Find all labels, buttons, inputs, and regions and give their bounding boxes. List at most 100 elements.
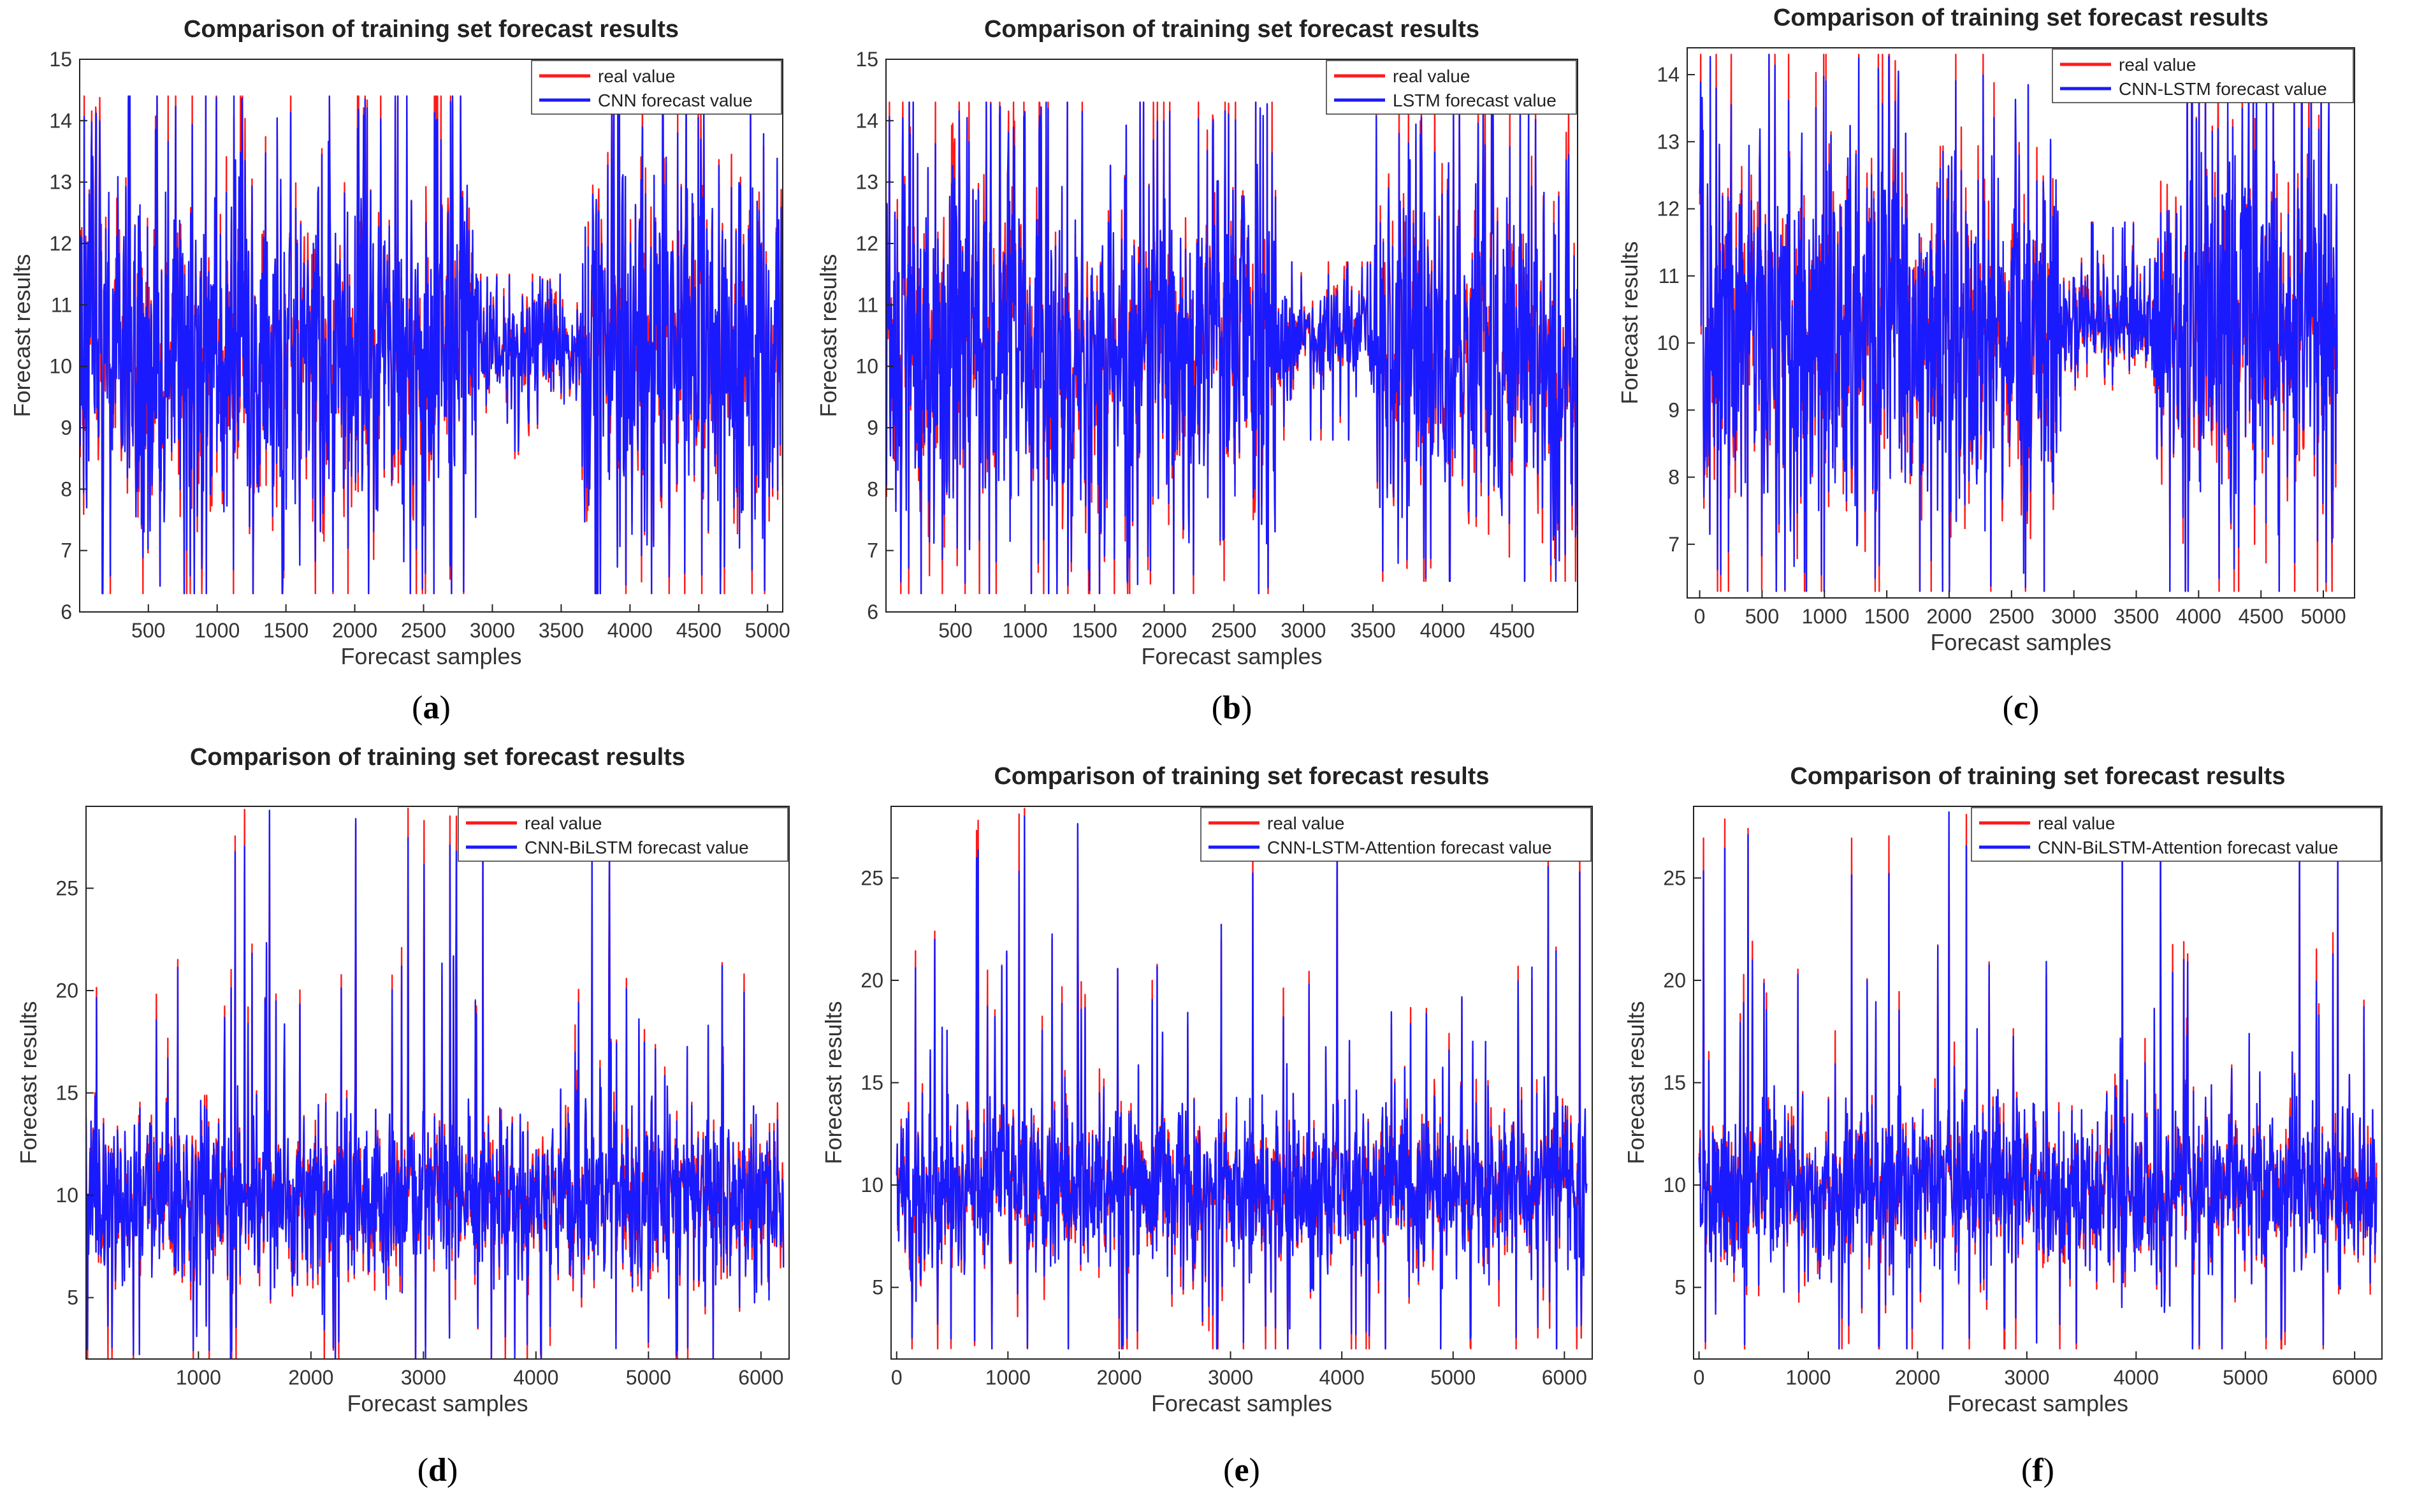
x-tick-label: 3000 [401,1366,446,1389]
series-lines [896,808,1588,1350]
series-line-forecast-value [896,810,1588,1350]
x-tick-label: 2500 [401,619,446,642]
x-tick-label: 3500 [539,619,584,642]
y-axis-label: Forecast results [9,254,35,417]
x-tick-label: 1000 [194,619,240,642]
chart-title: Comparison of training set forecast resu… [1790,763,2285,790]
x-tick-label: 6000 [1542,1366,1587,1389]
y-axis-label: Forecast results [820,1001,846,1164]
x-tick-label: 1000 [1802,605,1847,628]
x-tick-label: 1000 [1785,1366,1831,1389]
legend-label: real value [525,813,602,833]
y-tick-label: 11 [51,293,72,316]
x-axis-label: Forecast samples [1930,629,2111,655]
series-line-forecast-value [86,810,785,1359]
y-tick-label: 25 [860,866,883,889]
y-tick-label: 14 [49,109,72,132]
y-tick-label: 9 [1668,398,1680,421]
y-axis-label: Forecast results [15,1001,41,1164]
y-tick-label: 15 [49,48,72,71]
panel-caption: (e) [1223,1452,1260,1488]
x-tick-label: 0 [1694,1366,1705,1389]
chart-panel-d: 1000 2000 3000 4000 5000 6000 5 10 15 20 25 Compari… [15,744,790,1488]
panel-caption: (b) [1212,690,1252,726]
legend-label: real value [1393,66,1470,86]
legend-label: CNN-LSTM forecast value [2119,79,2327,99]
legend-label: CNN-BiLSTM-Attention forecast value [2038,838,2339,857]
x-tick-label: 3000 [470,619,515,642]
y-tick-label: 11 [1659,265,1680,287]
x-tick-label: 500 [1745,605,1779,628]
y-tick-label: 5 [1674,1276,1686,1299]
plot-frame [885,59,1578,613]
y-tick-label: 12 [1657,198,1680,221]
legend-box [1326,60,1577,115]
series-line-forecast-value [886,101,1578,595]
y-tick-label: 9 [867,416,878,439]
y-tick-label: 14 [855,109,878,132]
y-tick-label: 10 [1657,331,1680,354]
y-tick-label: 10 [1663,1174,1686,1196]
y-tick-label: 10 [55,1184,78,1207]
chart-panel-a: 500 1000 1500 2000 2500 3000 3500 4000 4500 5000 6… [9,16,790,726]
legend-box [1971,807,2381,862]
legend-label: CNN-BiLSTM forecast value [525,838,749,857]
y-tick-label: 13 [855,171,878,194]
x-tick-label: 1500 [1864,605,1910,628]
panel-caption: (d) [417,1452,458,1488]
legend: real value CNN-BiLSTM forecast value [458,807,788,862]
chart-title: Comparison of training set forecast resu… [190,744,685,771]
x-axis-label: Forecast samples [1141,643,1322,669]
y-tick-label: 11 [857,293,878,316]
legend: real value LSTM forecast value [1326,60,1577,115]
y-tick-label: 15 [1663,1072,1686,1094]
legend-label: real value [1267,813,1344,833]
chart-panel-e: 0 1000 2000 3000 4000 5000 6000 5 10 15 20 25 Compar… [820,763,1593,1488]
x-tick-label: 4500 [1490,619,1535,642]
y-tick-label: 5 [872,1276,883,1299]
x-tick-label: 2000 [288,1366,333,1389]
x-tick-label: 1500 [1072,619,1117,642]
y-tick-label: 8 [867,477,878,500]
x-tick-label: 0 [1694,605,1706,628]
x-tick-label: 2000 [332,619,377,642]
y-tick-label: 25 [1663,866,1686,889]
plot-frame [85,806,790,1360]
y-tick-label: 8 [61,477,72,500]
y-tick-label: 7 [1668,533,1680,556]
series-line-forecast-value [1698,811,2377,1350]
chart-panel-c: 0 500 1000 1500 2000 2500 3000 3500 4000 4500 5000… [1616,4,2355,726]
x-tick-label: 1500 [263,619,309,642]
y-tick-label: 15 [855,48,878,71]
legend-label: CNN forecast value [598,91,753,110]
legend-box [458,807,788,862]
y-tick-label: 6 [867,600,878,623]
chart-panel-f: 0 1000 2000 3000 4000 5000 6000 5 10 15 20 25 Compar… [1623,763,2383,1488]
chart-title: Comparison of training set forecast resu… [184,16,679,43]
series-lines [1698,811,2377,1350]
x-tick-label: 3000 [1281,619,1326,642]
x-tick-label: 500 [131,619,165,642]
x-tick-label: 4000 [607,619,653,642]
plot-frame [79,59,783,613]
y-tick-label: 25 [55,876,78,899]
series-lines [86,808,785,1359]
x-tick-label: 500 [938,619,972,642]
series-lines [80,95,783,595]
x-tick-label: 4000 [2176,605,2221,628]
x-axis-label: Forecast samples [340,643,521,669]
x-tick-label: 6000 [2332,1366,2377,1389]
x-tick-label: 2000 [1096,1366,1142,1389]
legend-box [531,60,782,115]
x-tick-label: 2500 [1211,619,1256,642]
x-tick-label: 2000 [1895,1366,1940,1389]
y-tick-label: 15 [55,1082,78,1105]
x-tick-label: 4500 [676,619,722,642]
x-tick-label: 5000 [626,1366,671,1389]
legend-box [2052,48,2354,103]
x-tick-label: 5000 [745,619,790,642]
y-tick-label: 7 [61,539,72,562]
plot-area [86,806,789,1359]
legend-label: CNN-LSTM-Attention forecast value [1267,838,1552,857]
legend: real value CNN forecast value [531,60,782,115]
